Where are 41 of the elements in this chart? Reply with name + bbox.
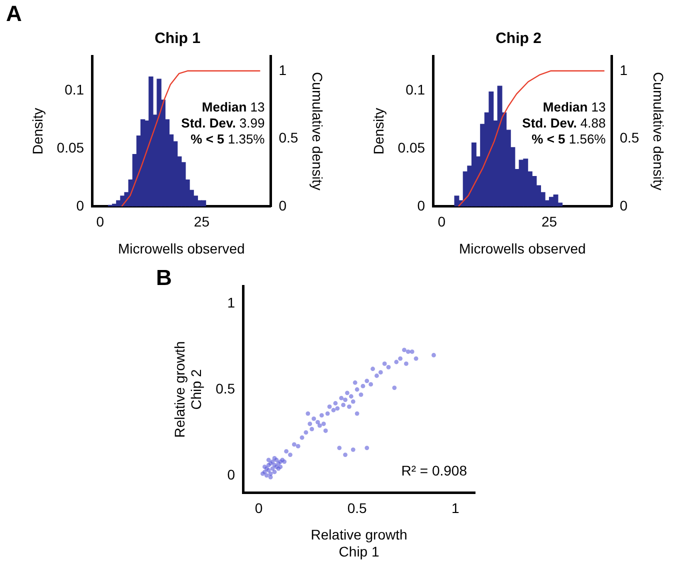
y-axis-title: Density [29, 108, 46, 155]
x-tick-label: 25 [194, 214, 210, 230]
x-axis-title: Relative growth Chip 1 [310, 526, 408, 560]
x-tick-label: 0 [438, 214, 446, 230]
annotation: % < 5 1.35% [190, 132, 266, 147]
x-tick-label: 1 [451, 500, 460, 516]
y-tick-label: 0.1 [64, 82, 84, 98]
chart-title: Chip 2 [496, 30, 542, 48]
y2-tick-label: 0 [620, 197, 628, 214]
y-tick-label: 0 [227, 466, 236, 482]
x-tick-label: 0 [254, 500, 263, 516]
y2-tick-label: 1 [620, 62, 628, 78]
annotation: Median 13 [202, 100, 265, 115]
y2-tick-label: 0.5 [620, 130, 640, 146]
y-tick-label: 0 [417, 197, 426, 214]
y2-axis-title: Cumulative density [310, 72, 326, 190]
y-tick-label: 0.5 [216, 380, 236, 396]
text: B [156, 265, 172, 290]
x-tick-label: 0.5 [347, 500, 368, 516]
annotation: Median 13 [542, 100, 606, 115]
y-axis-title: Relative growth Chip 2 [171, 341, 204, 438]
y-tick-label: 0.1 [406, 82, 426, 98]
y-tick-label: 0.05 [56, 139, 84, 156]
text: A [6, 1, 22, 26]
chart-title: Chip 1 [154, 30, 200, 48]
annotation: R² = 0.908 [401, 462, 468, 478]
annotation: Std. Dev. 4.88 [522, 116, 606, 131]
y-tick-label: 0 [76, 197, 84, 214]
y2-tick-label: 0 [278, 197, 287, 214]
y2-tick-label: 1 [278, 62, 287, 78]
y-axis-title: Density [370, 108, 386, 155]
y-tick-label: 0.05 [398, 139, 426, 156]
y2-axis-title: Cumulative density [650, 72, 667, 190]
y2-tick-label: 0.5 [278, 130, 298, 146]
annotation: Std. Dev. 3.99 [181, 116, 265, 131]
x-tick-label: 25 [542, 214, 558, 230]
x-axis-title: Microwells observed [118, 240, 245, 256]
annotation: % < 5 1.56% [532, 132, 606, 147]
x-tick-label: 0 [96, 214, 104, 230]
y-tick-label: 1 [227, 294, 236, 310]
x-axis-title: Microwells observed [458, 240, 586, 256]
